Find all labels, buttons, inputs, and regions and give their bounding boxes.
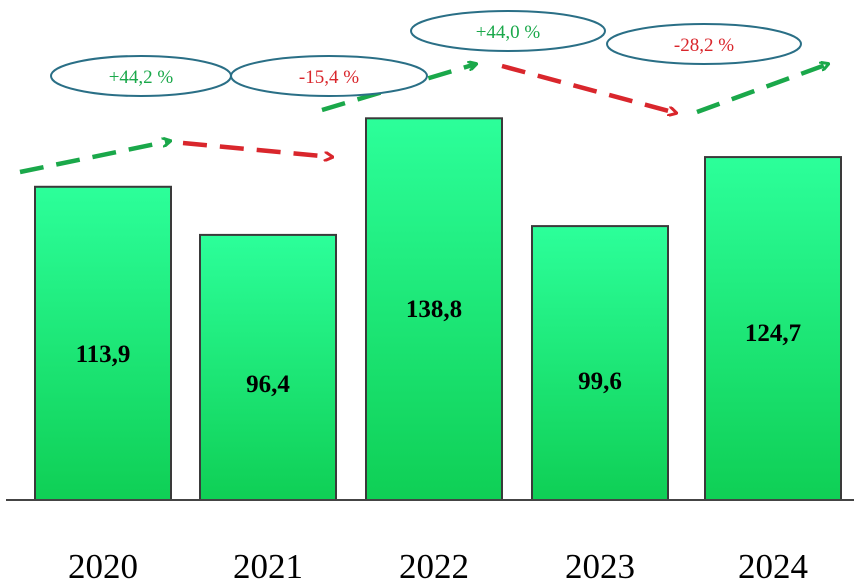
change-label-2020-2021: +44,2 % <box>109 67 174 88</box>
bar-value-label-2022: 138,8 <box>406 296 462 323</box>
bar-value-label-2023: 99,6 <box>578 368 622 395</box>
trend-arrow-2 <box>182 140 332 157</box>
bar-2023 <box>531 225 669 501</box>
x-tick-label-2024: 2024 <box>738 547 808 586</box>
trend-arrow-1 <box>19 141 170 175</box>
x-tick-label-2023: 2023 <box>565 547 635 586</box>
change-ellipse-2023-2024 <box>606 23 802 65</box>
bar-value-label-2021: 96,4 <box>246 371 290 398</box>
x-tick-label-2022: 2022 <box>399 547 469 586</box>
bar-2021 <box>199 233 337 501</box>
bar-2024 <box>704 156 842 501</box>
bar-2022 <box>365 117 503 502</box>
trend-arrow-5 <box>696 64 828 115</box>
change-ellipse-2021-2022 <box>230 55 428 97</box>
change-label-2023-2024: -28,2 % <box>674 35 734 56</box>
trend-arrow-4 <box>501 63 676 113</box>
x-tick-label-2020: 2020 <box>68 547 138 586</box>
change-ellipse-2022-2023 <box>410 10 606 52</box>
bar-value-label-2020: 113,9 <box>76 341 131 368</box>
bar-2020 <box>34 185 172 501</box>
change-label-2022-2023: +44,0 % <box>476 22 541 43</box>
x-tick-label-2021: 2021 <box>233 547 303 586</box>
bar-value-label-2024: 124,7 <box>745 320 801 347</box>
change-label-2021-2022: -15,4 % <box>299 67 359 88</box>
